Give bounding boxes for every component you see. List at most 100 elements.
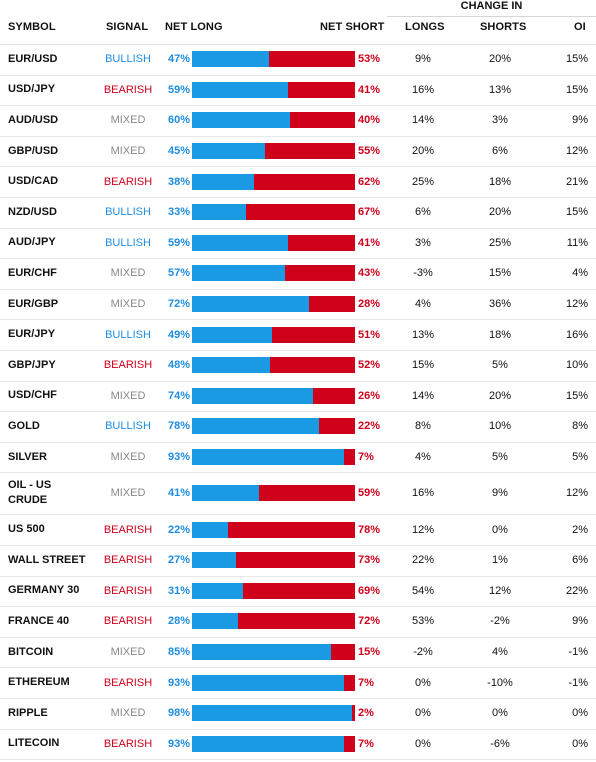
net-short-value: 7%	[358, 451, 374, 464]
net-long-value: 31%	[167, 584, 190, 597]
signal-cell: BEARISH	[103, 523, 153, 536]
shorts-change-cell: 18%	[488, 175, 512, 188]
net-long-fill	[192, 449, 344, 466]
signal-cell: BULLISH	[105, 236, 151, 249]
table-row[interactable]: GBP/JPY BEARISH 48% 52% 15% 5% 10%	[0, 350, 596, 382]
symbol-cell[interactable]: EUR/USD	[8, 52, 58, 65]
symbol-cell[interactable]: USD/CHF	[8, 389, 57, 402]
sentiment-bar	[192, 449, 355, 466]
symbol-cell[interactable]: AUD/USD	[8, 113, 59, 126]
symbol-cell[interactable]: US 500	[8, 523, 45, 536]
oi-change-cell: 6%	[572, 554, 588, 567]
symbol-cell[interactable]: WALL STREET	[8, 553, 86, 566]
longs-change-cell: 12%	[411, 523, 435, 536]
table-row[interactable]: US 500 BEARISH 22% 78% 12% 0% 2%	[0, 514, 596, 546]
table-row[interactable]: FRANCE 40 BEARISH 28% 72% 53% -2% 9%	[0, 606, 596, 638]
net-short-value: 26%	[358, 389, 381, 402]
net-long-value: 60%	[167, 114, 190, 127]
oi-change-cell: 2%	[572, 523, 588, 536]
signal-cell: BEARISH	[103, 175, 153, 188]
table-row[interactable]: EUR/JPY BULLISH 49% 51% 13% 18% 16%	[0, 319, 596, 351]
symbol-cell[interactable]: ETHEREUM	[8, 676, 70, 689]
net-short-value: 41%	[358, 236, 381, 249]
symbol-cell[interactable]: EUR/CHF	[8, 266, 57, 279]
symbol-cell[interactable]: NZD/USD	[8, 205, 57, 218]
net-long-value: 41%	[167, 487, 190, 500]
symbol-cell[interactable]: RIPPLE	[8, 706, 48, 719]
net-short-value: 69%	[358, 584, 381, 597]
sentiment-bar	[192, 418, 355, 435]
oi-change-cell: -1%	[568, 676, 588, 689]
signal-cell: MIXED	[110, 451, 146, 464]
table-row[interactable]: GBP/USD MIXED 45% 55% 20% 6% 12%	[0, 136, 596, 168]
symbol-cell[interactable]: GOLD	[8, 419, 40, 432]
symbol-cell[interactable]: GBP/USD	[8, 144, 59, 157]
net-long-value: 85%	[167, 646, 190, 659]
signal-cell: MIXED	[110, 145, 146, 158]
shorts-change-cell: 13%	[488, 83, 512, 96]
table-row[interactable]: EUR/USD BULLISH 47% 53% 9% 20% 15%	[0, 44, 596, 76]
shorts-change-cell: 0%	[492, 523, 508, 536]
net-short-value: 22%	[358, 420, 381, 433]
net-long-value: 78%	[167, 420, 190, 433]
table-row[interactable]: USD/CHF MIXED 74% 26% 14% 20% 15%	[0, 381, 596, 413]
table-row[interactable]: GERMANY 30 BEARISH 31% 69% 54% 12% 22%	[0, 576, 596, 608]
table-row[interactable]: AUD/USD MIXED 60% 40% 14% 3% 9%	[0, 105, 596, 137]
net-short-value: 72%	[358, 615, 381, 628]
symbol-cell[interactable]: LITECOIN	[8, 737, 60, 750]
symbol-cell[interactable]: SILVER	[8, 450, 47, 463]
longs-change-cell: 20%	[411, 145, 435, 158]
table-row[interactable]: ETHEREUM BEARISH 93% 7% 0% -10% -1%	[0, 667, 596, 699]
longs-change-cell: -3%	[413, 267, 433, 280]
signal-header: SIGNAL	[106, 21, 149, 33]
shorts-change-cell: 6%	[492, 145, 508, 158]
table-row[interactable]: GOLD BULLISH 78% 22% 8% 10% 8%	[0, 411, 596, 443]
net-long-value: 59%	[167, 236, 190, 249]
net-short-value: 41%	[358, 83, 381, 96]
symbol-cell[interactable]: EUR/GBP	[8, 297, 59, 310]
symbol-cell[interactable]: USD/JPY	[8, 83, 56, 96]
symbol-cell[interactable]: EUR/JPY	[8, 328, 56, 341]
table-row[interactable]: SILVER MIXED 93% 7% 4% 5% 5%	[0, 442, 596, 474]
table-row[interactable]: USD/JPY BEARISH 59% 41% 16% 13% 15%	[0, 75, 596, 107]
symbol-cell[interactable]: BITCOIN	[8, 645, 54, 658]
net-short-value: 67%	[358, 206, 381, 219]
signal-cell: BEARISH	[103, 737, 153, 750]
oi-change-cell: -1%	[568, 646, 588, 659]
signal-cell: MIXED	[110, 267, 146, 280]
table-row[interactable]: LITECOIN BEARISH 93% 7% 0% -6% 0%	[0, 729, 596, 761]
sentiment-bar	[192, 552, 355, 569]
signal-cell: BEARISH	[103, 359, 153, 372]
table-row[interactable]: WALL STREET BEARISH 27% 73% 22% 1% 6%	[0, 545, 596, 577]
table-row[interactable]: AUD/JPY BULLISH 59% 41% 3% 25% 11%	[0, 228, 596, 260]
symbol-cell[interactable]: GERMANY 30	[8, 584, 80, 597]
shorts-change-cell: 36%	[488, 298, 512, 311]
table-row[interactable]: BITCOIN MIXED 85% 15% -2% 4% -1%	[0, 637, 596, 669]
longs-header: LONGS	[405, 21, 445, 33]
table-row[interactable]: OIL - US CRUDE MIXED 41% 59% 16% 9% 12%	[0, 472, 596, 516]
longs-change-cell: 54%	[411, 584, 435, 597]
net-short-value: 51%	[358, 328, 381, 341]
table-row[interactable]: EUR/GBP MIXED 72% 28% 4% 36% 12%	[0, 289, 596, 321]
net-long-value: 27%	[167, 554, 190, 567]
signal-cell: BULLISH	[105, 206, 151, 219]
net-short-value: 15%	[358, 646, 381, 659]
symbol-cell[interactable]: GBP/JPY	[8, 358, 56, 371]
table-row[interactable]: RIPPLE MIXED 98% 2% 0% 0% 0%	[0, 698, 596, 730]
symbol-cell[interactable]: USD/CAD	[8, 175, 59, 188]
sentiment-bar	[192, 173, 355, 190]
net-long-fill	[192, 485, 259, 502]
table-row[interactable]: NZD/USD BULLISH 33% 67% 6% 20% 15%	[0, 197, 596, 229]
sentiment-bar	[192, 51, 355, 68]
oi-header: OI	[574, 21, 586, 33]
net-long-fill	[192, 265, 285, 282]
net-long-value: 93%	[167, 737, 190, 750]
net-long-value: 93%	[167, 676, 190, 689]
longs-change-cell: 16%	[411, 487, 435, 500]
table-row[interactable]: EUR/CHF MIXED 57% 43% -3% 15% 4%	[0, 258, 596, 290]
symbol-cell[interactable]: AUD/JPY	[8, 236, 56, 249]
symbol-cell[interactable]: OIL - US CRUDE	[8, 479, 52, 507]
net-long-value: 49%	[167, 328, 190, 341]
symbol-cell[interactable]: FRANCE 40	[8, 614, 70, 627]
table-row[interactable]: USD/CAD BEARISH 38% 62% 25% 18% 21%	[0, 166, 596, 198]
